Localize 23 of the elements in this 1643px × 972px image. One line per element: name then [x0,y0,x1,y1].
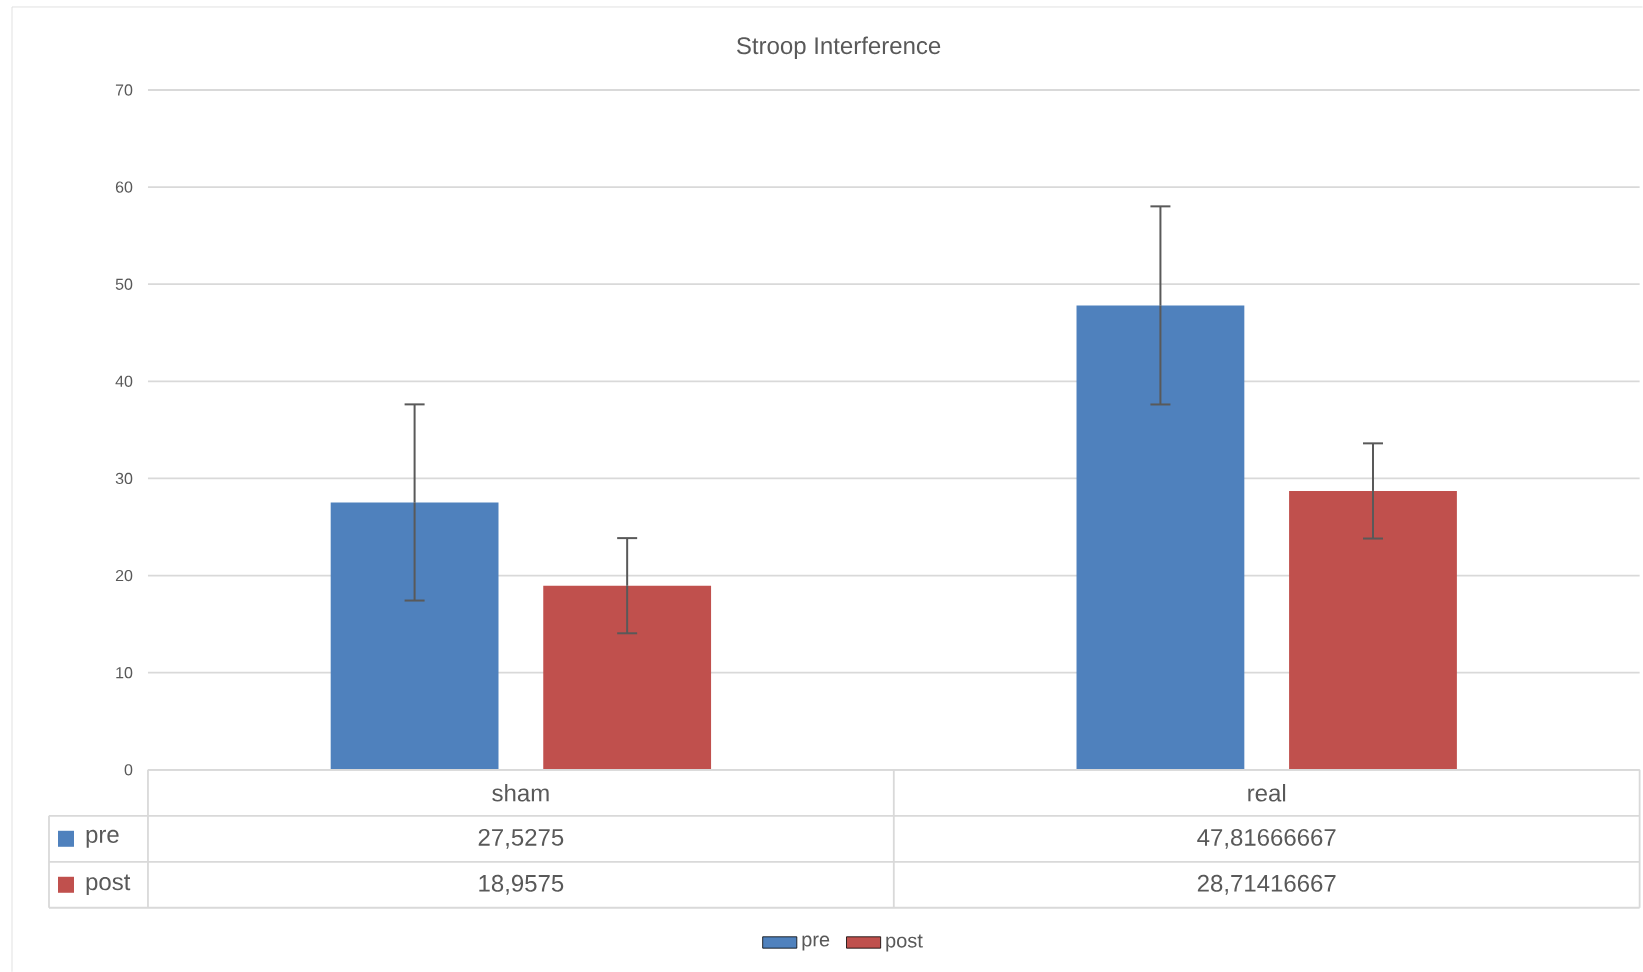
data-label: 28,71416667 [1197,874,1336,895]
y-tick-label: 70 [115,84,133,96]
legend-label: pre [802,935,830,951]
bar [1289,490,1457,770]
x-tick-label: real [1248,783,1286,802]
y-tick-label: 0 [124,764,133,776]
bar [543,585,712,770]
bar [1076,305,1245,770]
data-label: 47,81666667 [1197,828,1336,849]
text: pre [86,829,119,848]
data-label: 27,5275 [478,828,564,849]
data-label: 18,9575 [479,874,564,895]
y-tick-label: 60 [115,181,133,193]
text: post [86,874,131,895]
y-tick-label: 50 [115,278,133,290]
x-tick-label: sham [492,783,549,802]
y-tick-label: 30 [115,472,133,485]
y-tick-label: 40 [115,375,133,387]
legend-label: post [886,934,923,952]
chart-title: Stroop Interference [736,36,941,59]
y-tick-label: 20 [115,569,133,582]
bar [330,502,499,770]
y-tick-label: 10 [116,666,133,679]
